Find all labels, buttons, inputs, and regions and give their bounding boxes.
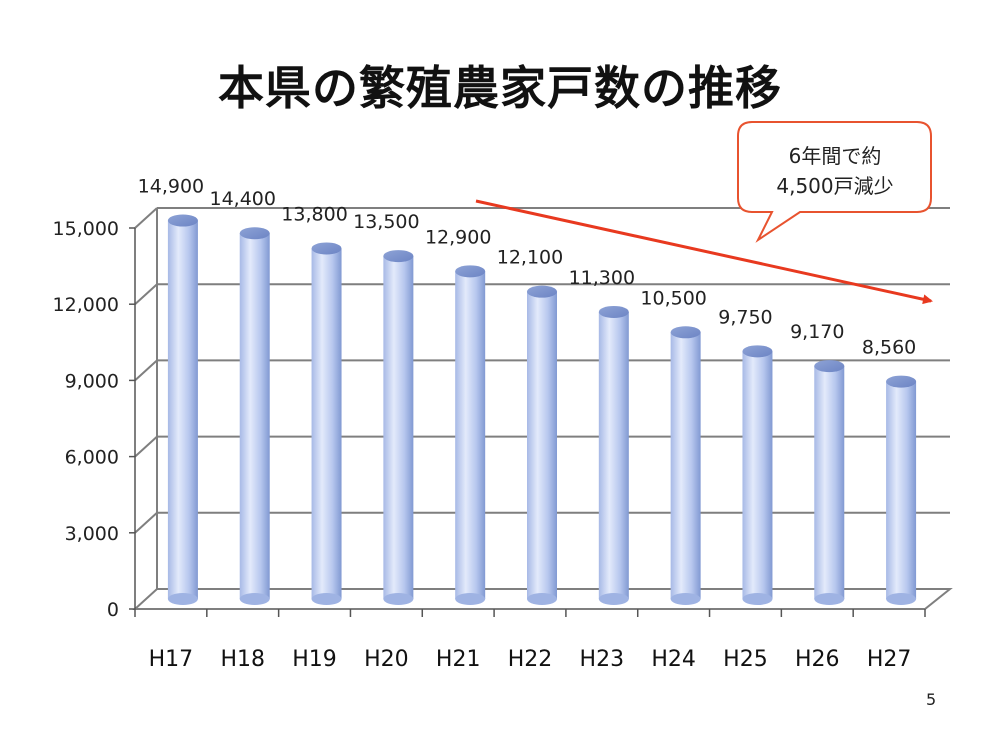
x-tick-label: H20 [364,647,409,672]
bar-cap [455,265,486,278]
bar-base [311,593,342,605]
bar-cap [742,345,773,358]
x-tick-label: H23 [580,647,625,672]
trend-arrow [475,199,933,305]
x-tick-label: H27 [867,647,912,672]
y-tick-label: 0 [107,599,119,621]
bar-base [455,593,486,605]
bar-base [814,593,845,605]
bar [814,366,845,599]
gridline-side [134,207,158,229]
y-tick-label: 15,000 [53,218,119,240]
gridline-side [134,512,158,534]
x-tick-label: H18 [220,647,265,672]
bar-cap [167,214,198,227]
bar-base [742,593,773,605]
bar-base [598,593,629,605]
slide-title: 本県の繁殖農家戸数の推移 [218,61,782,115]
x-tick-label: H26 [795,647,840,672]
bar [455,271,486,599]
callout-text: 6年間で約 4,500戸減少 [738,141,932,201]
bar-base [886,593,917,605]
bar-cap [814,360,845,373]
bar [598,311,629,599]
bar-cap [527,285,557,298]
data-label: 8,560 [862,337,916,359]
data-label: 14,900 [138,176,204,198]
bar [527,291,557,599]
data-label: 11,300 [569,267,635,289]
data-label: 9,170 [790,321,844,343]
bar-cap [670,326,701,339]
bar [742,351,773,599]
x-tick-label: H24 [651,647,696,672]
gridline-side [134,435,158,458]
bar [311,248,342,600]
y-tick-label: 6,000 [65,447,119,469]
page-number: 5 [926,690,937,709]
data-label: 12,100 [497,247,563,269]
bar [383,256,414,599]
data-label: 12,900 [425,226,491,248]
y-tick-label: 9,000 [65,370,119,392]
bar-base [670,593,701,605]
x-tick-label: H17 [149,647,194,672]
bar-base [167,593,198,605]
data-label: 9,750 [718,306,772,328]
gridline-side [134,283,158,305]
bar-cap [383,250,414,263]
callout-line-2: 4,500戸減少 [776,174,894,198]
x-tick-label: H19 [292,647,337,672]
callout-bubble [737,121,932,243]
y-tick-label: 12,000 [53,294,119,316]
x-tick-label: H25 [723,647,768,672]
gridline-side [134,359,158,382]
x-tick-label: H21 [436,647,481,672]
data-label: 13,800 [281,203,347,225]
bar-cap [311,242,342,255]
bar [886,381,917,599]
data-label: 10,500 [640,287,706,309]
y-tick-label: 3,000 [65,523,119,545]
bar-cap [239,227,270,240]
data-label: 13,500 [353,211,419,233]
data-label: 14,400 [209,188,275,210]
bar [670,332,701,599]
bar-cap [886,375,917,388]
bar-base [527,593,557,605]
bar-base [239,593,270,605]
bar-cap [598,305,629,318]
x-tick-label: H22 [508,647,553,672]
bar [167,220,198,600]
callout-line-1: 6年間で約 [788,144,882,168]
bar [239,233,270,600]
bar-base [383,593,414,605]
